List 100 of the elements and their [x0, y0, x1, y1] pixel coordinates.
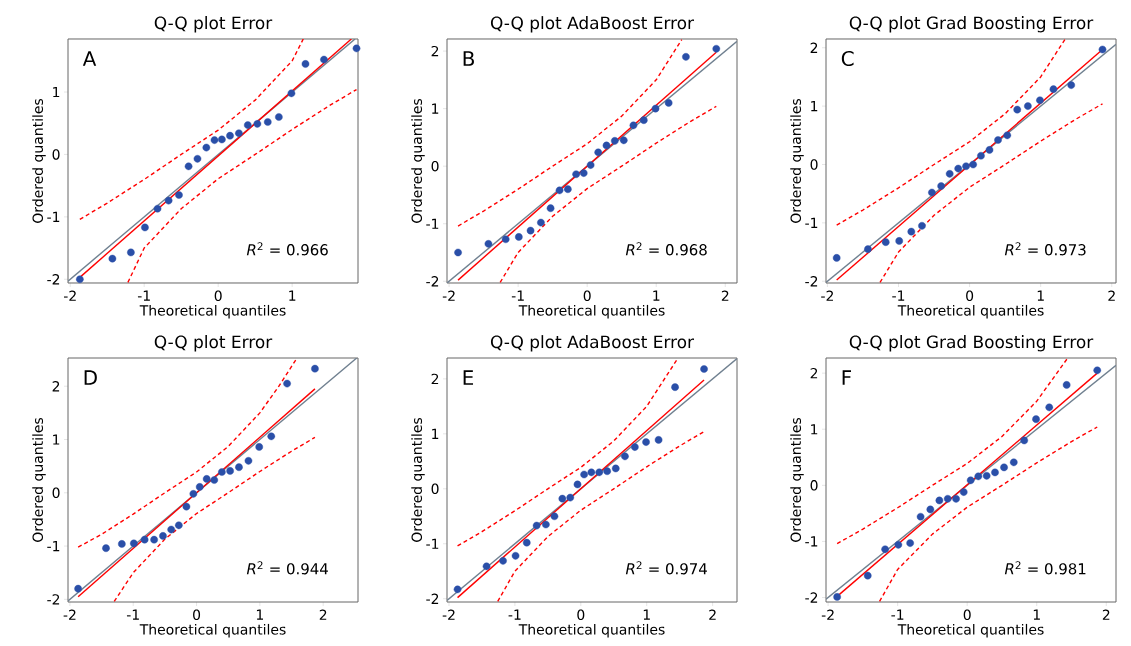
point	[263, 118, 272, 126]
point	[1009, 458, 1018, 467]
point	[175, 191, 183, 199]
point	[175, 521, 183, 530]
point	[526, 226, 535, 235]
point	[501, 235, 510, 244]
y-tick-label: -1	[805, 217, 818, 228]
y-tick-label: -2	[805, 592, 818, 603]
point	[943, 494, 952, 503]
point	[522, 538, 531, 547]
point	[1032, 415, 1040, 423]
point	[832, 254, 841, 262]
y-tick-label: 1	[811, 424, 818, 435]
y-tick-label: 2	[431, 373, 439, 385]
point	[700, 365, 708, 373]
x-axis-title: Theoretical quantiles	[139, 304, 286, 319]
point	[969, 160, 977, 169]
x-tick-label: 0	[214, 290, 222, 302]
line-series	[499, 105, 717, 283]
y-axis-title: Ordered quantiles	[32, 418, 46, 542]
chart-title: Q-Q plot Grad Boosting Error	[849, 16, 1094, 33]
y-tick-label: -1	[426, 538, 439, 549]
annotation: R$^{2}$ = 0.974	[625, 561, 707, 575]
line-series	[497, 430, 705, 602]
point	[642, 438, 650, 446]
point	[1045, 403, 1054, 412]
point	[712, 44, 721, 53]
point	[863, 571, 872, 580]
line-series	[77, 358, 297, 548]
point	[320, 55, 328, 64]
point	[202, 475, 211, 483]
point	[182, 502, 191, 511]
annotation: R$^{2}$ = 0.968	[625, 242, 707, 256]
y-tick-label: -2	[805, 276, 818, 287]
y-axis-title: Ordered quantiles	[790, 98, 804, 223]
point	[966, 476, 975, 485]
x-tick-label: -1	[126, 609, 139, 620]
x-axis-title: Theoretical quantiles	[518, 623, 665, 638]
x-tick-label: 2	[709, 609, 716, 620]
x-tick-label: -1	[892, 290, 905, 301]
x-axis-title: Theoretical quantiles	[518, 304, 665, 319]
annotation: F	[842, 370, 852, 385]
point	[108, 254, 117, 263]
y-axis-title: Ordered quantiles	[32, 98, 46, 223]
point	[195, 483, 204, 491]
point	[515, 233, 523, 241]
point	[639, 116, 648, 124]
point	[935, 496, 944, 505]
y-tick-label: -1	[426, 218, 439, 229]
x-tick-label: 2	[1108, 290, 1115, 301]
point	[76, 275, 84, 284]
line-series	[835, 38, 1066, 226]
point	[654, 436, 663, 444]
point	[164, 196, 173, 205]
line-series	[456, 358, 679, 547]
point	[682, 53, 690, 61]
point	[952, 494, 960, 503]
point	[542, 520, 550, 529]
point	[833, 593, 841, 601]
point	[895, 237, 904, 245]
point	[193, 155, 202, 163]
x-tick-label: -1	[891, 609, 904, 620]
point	[579, 169, 588, 177]
point	[937, 182, 945, 190]
point	[127, 248, 135, 257]
y-tick-label: 0	[431, 483, 439, 495]
point	[1000, 463, 1008, 472]
point	[244, 457, 253, 465]
point	[566, 493, 575, 502]
y-axis-title: Ordered quantiles	[411, 418, 425, 542]
point	[651, 104, 660, 113]
x-tick-label: 0	[966, 290, 974, 302]
point	[226, 131, 234, 140]
point	[150, 535, 158, 544]
point	[499, 556, 507, 565]
annotation: R$^{2}$ = 0.973	[1004, 242, 1086, 256]
point	[159, 532, 167, 540]
point	[218, 135, 226, 144]
y-tick-label: 0	[810, 480, 818, 491]
point	[1020, 436, 1029, 445]
y-tick-label: 0	[52, 149, 60, 160]
point	[210, 136, 219, 144]
point	[671, 383, 679, 391]
point	[118, 540, 126, 548]
line-series	[878, 426, 1098, 602]
line-series	[836, 358, 1069, 545]
y-axis-title: Ordered quantiles	[411, 98, 425, 223]
point	[1049, 85, 1058, 93]
point	[550, 512, 559, 521]
point	[243, 121, 252, 129]
annotation: A	[82, 51, 97, 66]
point	[564, 185, 572, 193]
annotation: R$^{2}$ = 0.981	[1004, 561, 1086, 575]
point	[235, 129, 243, 138]
point	[130, 539, 138, 548]
point	[275, 113, 283, 121]
point	[595, 468, 604, 477]
y-axis-title: Ordered quantiles	[790, 418, 804, 542]
y-tick-label: -2	[426, 593, 439, 604]
point	[926, 505, 935, 514]
